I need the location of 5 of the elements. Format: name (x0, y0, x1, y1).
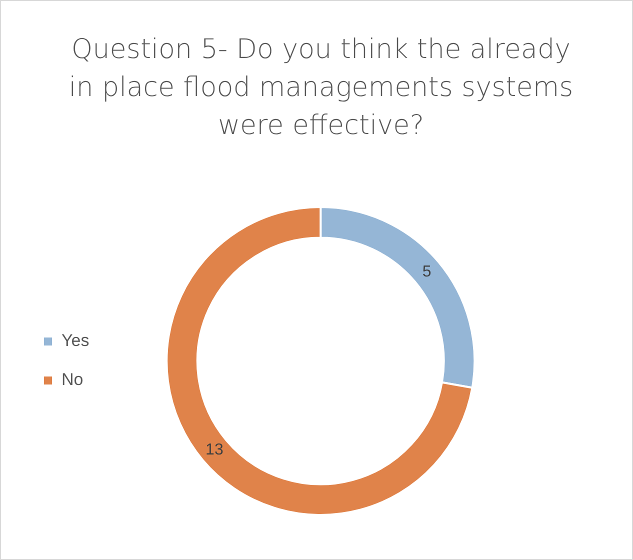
legend-label: Yes (62, 331, 90, 350)
chart-title: Question 5- Do you think the already in place flood managements systems were effective? (68, 33, 574, 143)
data-label: 5 (422, 263, 432, 280)
legend-label: No (62, 370, 84, 390)
data-label: 13 (206, 441, 224, 458)
